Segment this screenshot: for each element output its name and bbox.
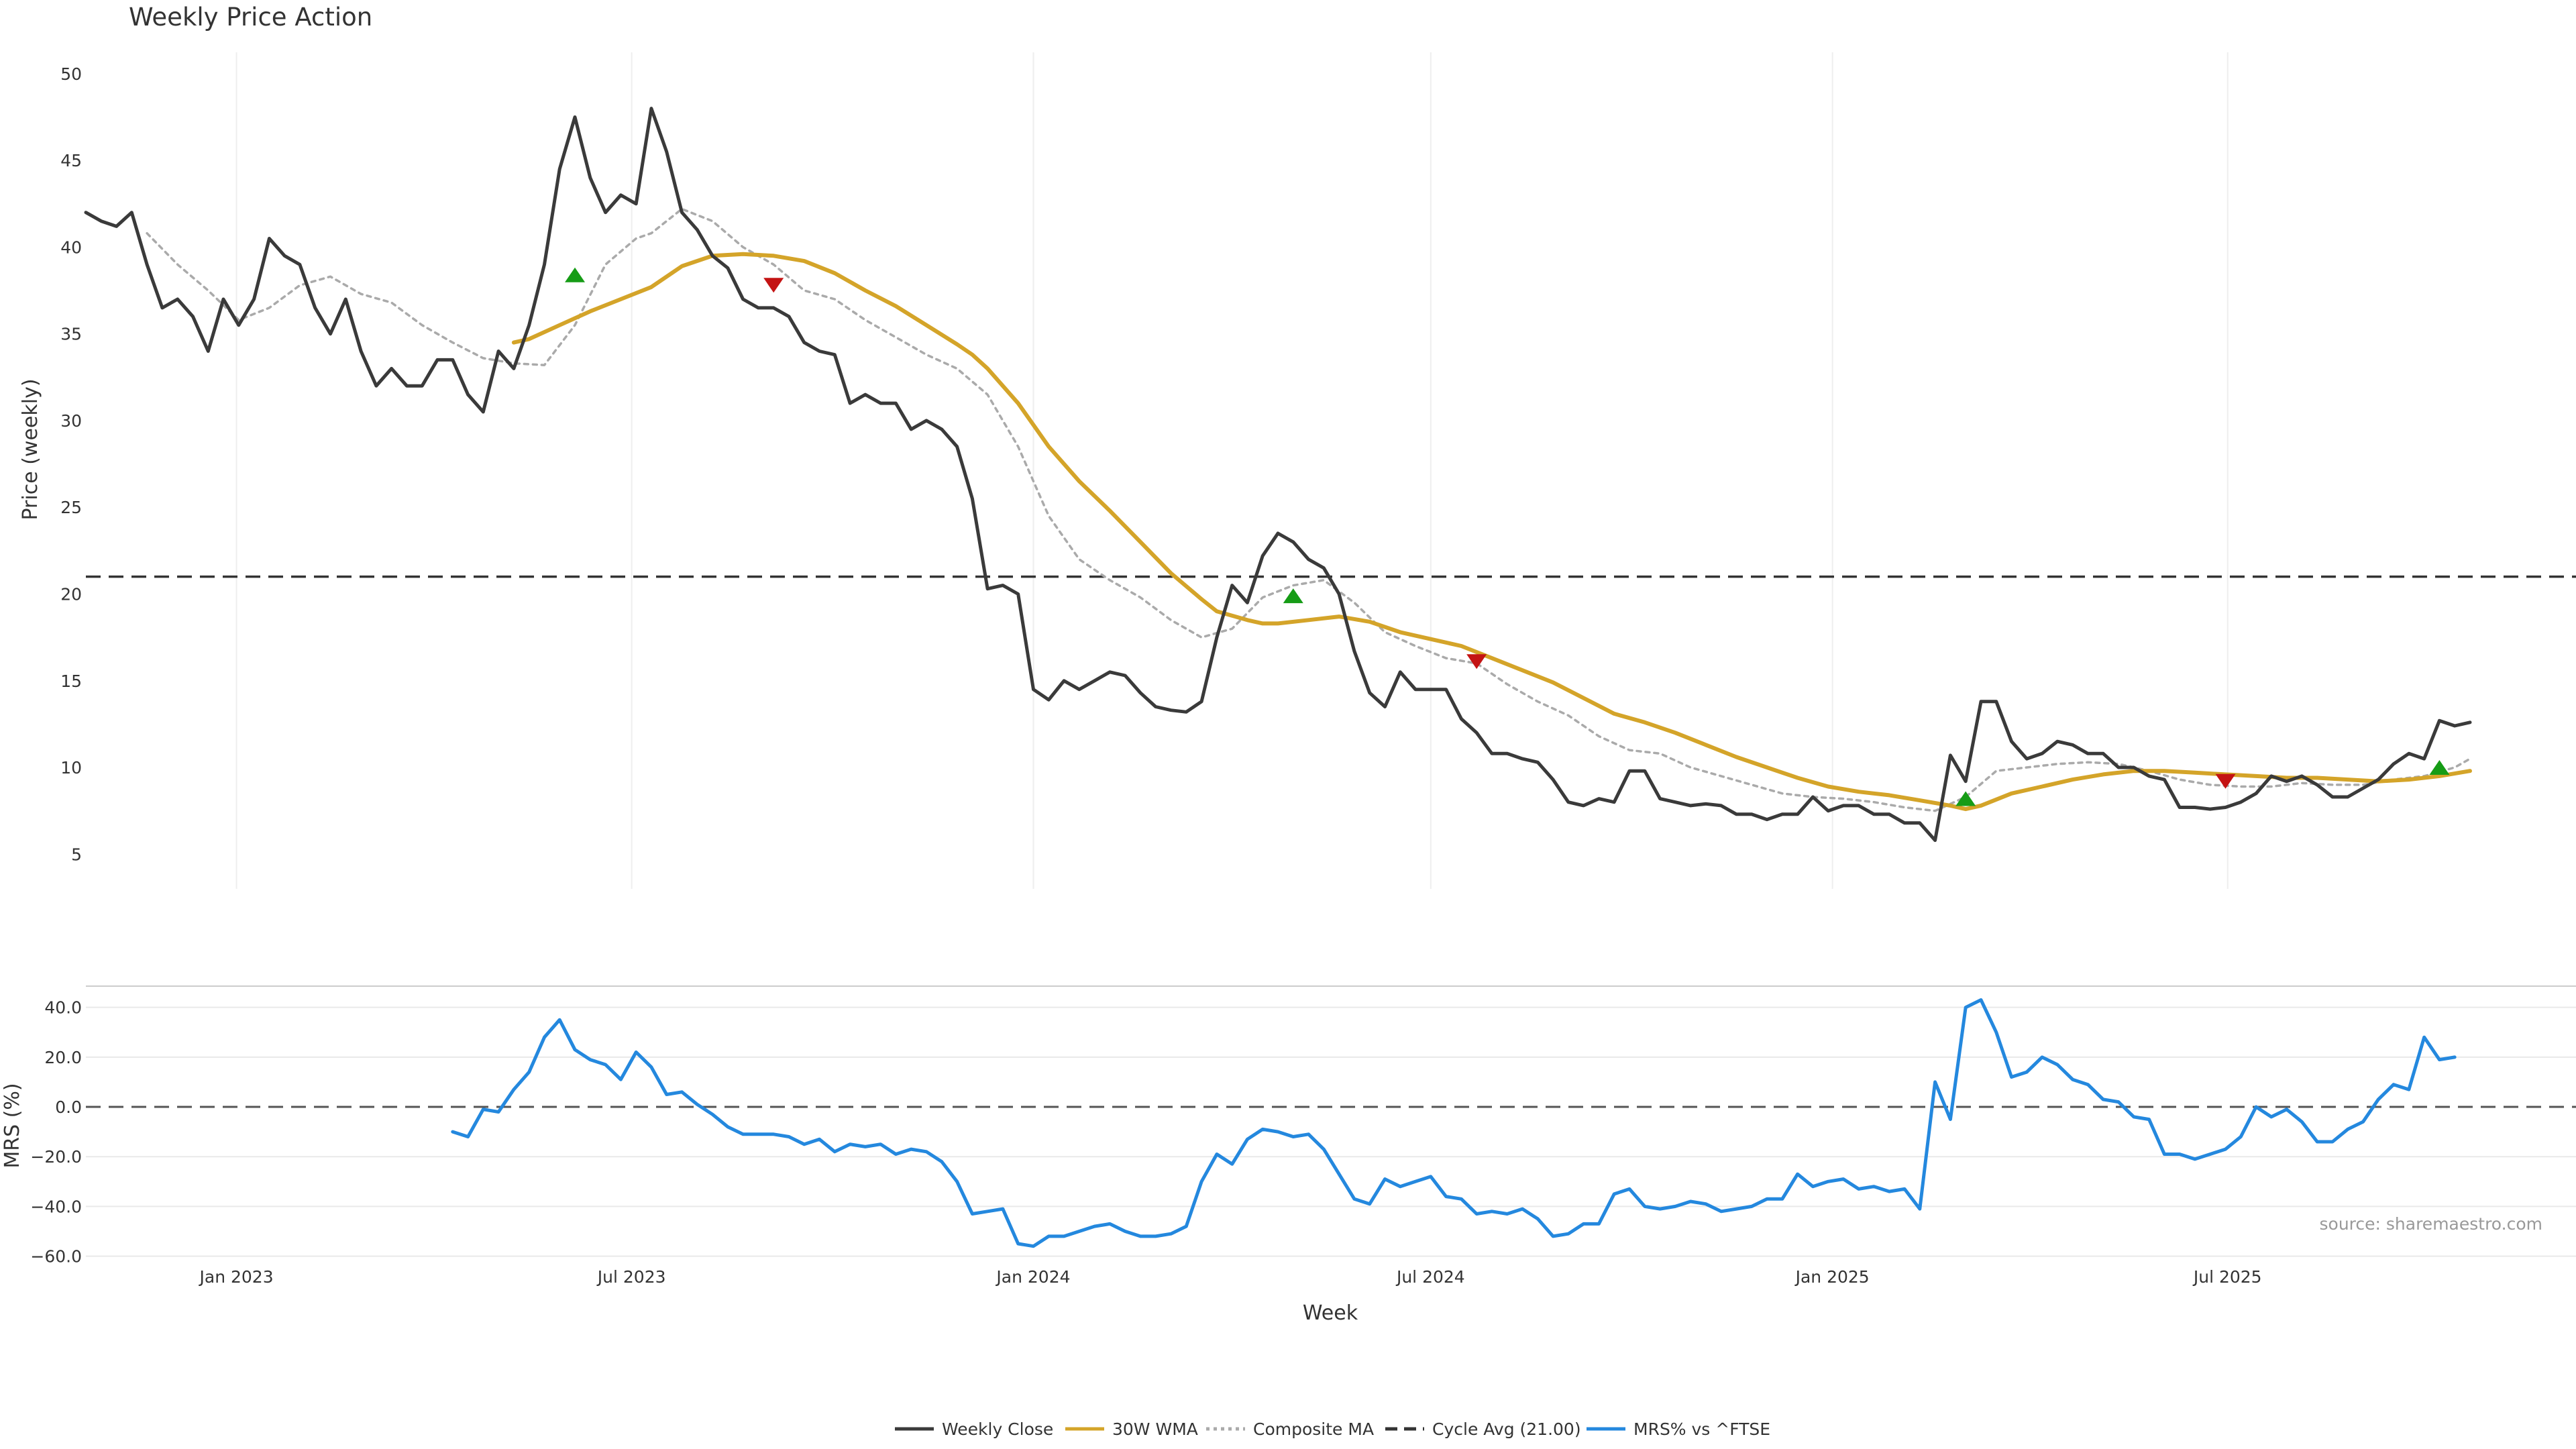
chart-title: Weekly Price Action bbox=[129, 3, 373, 32]
wma-30w-line bbox=[511, 252, 2472, 812]
sell-signal-marker bbox=[763, 278, 784, 293]
legend-label: Weekly Close bbox=[942, 1419, 1053, 1439]
price-y-tick-label: 20 bbox=[60, 584, 82, 604]
x-tick-label: Jan 2023 bbox=[199, 1267, 274, 1287]
source-note: source: sharemaestro.com bbox=[2320, 1214, 2543, 1234]
x-tick-label: Jul 2023 bbox=[596, 1267, 666, 1287]
mrs-gridlines bbox=[86, 985, 2576, 1257]
price-y-tick-label: 35 bbox=[60, 325, 82, 344]
price-y-axis: 5 10 15 20 25 30 35 40 45 50 bbox=[60, 64, 82, 864]
mrs-y-axis-title: MRS (%) bbox=[1, 1083, 24, 1168]
price-plot bbox=[84, 107, 2576, 843]
legend: Weekly Close 30W WMA Composite MA Cycle Avg… bbox=[895, 1419, 1770, 1439]
mrs-y-tick-label: 20.0 bbox=[44, 1048, 82, 1067]
price-y-tick-label: 30 bbox=[60, 411, 82, 431]
x-axis: Jan 2023 Jul 2023 Jan 2024 Jul 2024 Jan 2025… bbox=[199, 1267, 2262, 1287]
legend-label: Composite MA bbox=[1253, 1419, 1374, 1439]
x-tick-label: Jul 2024 bbox=[1395, 1267, 1465, 1287]
price-gridlines bbox=[235, 52, 2229, 889]
price-y-tick-label: 10 bbox=[60, 758, 82, 777]
x-tick-label: Jan 2024 bbox=[995, 1267, 1070, 1287]
price-y-tick-label: 45 bbox=[60, 151, 82, 170]
price-y-tick-label: 5 bbox=[71, 845, 82, 864]
x-axis-title: Week bbox=[1303, 1301, 1358, 1325]
x-tick-label: Jul 2025 bbox=[2192, 1267, 2262, 1287]
legend-label: Cycle Avg (21.00) bbox=[1432, 1419, 1581, 1439]
buy-signal-marker bbox=[1955, 791, 1976, 806]
price-y-tick-label: 15 bbox=[60, 672, 82, 691]
buy-signal-marker bbox=[2429, 760, 2450, 775]
composite-ma-line bbox=[146, 207, 2471, 812]
mrs-plot bbox=[451, 998, 2457, 1248]
price-y-axis-title: Price (weekly) bbox=[19, 378, 42, 520]
buy-signal-marker bbox=[565, 267, 586, 282]
weekly-close-line bbox=[84, 107, 2472, 843]
mrs-line bbox=[451, 998, 2457, 1248]
sell-signal-marker bbox=[1466, 654, 1487, 669]
legend-label: MRS% vs ^FTSE bbox=[1633, 1419, 1770, 1439]
mrs-y-tick-label: −60.0 bbox=[30, 1247, 82, 1267]
buy-signal-marker bbox=[1283, 588, 1303, 604]
x-tick-label: Jan 2025 bbox=[1794, 1267, 1870, 1287]
mrs-y-tick-label: 0.0 bbox=[55, 1097, 82, 1117]
mrs-y-tick-label: −20.0 bbox=[30, 1147, 82, 1167]
price-y-tick-label: 40 bbox=[60, 237, 82, 257]
signal-markers bbox=[565, 267, 2450, 806]
mrs-y-tick-label: −40.0 bbox=[30, 1197, 82, 1216]
mrs-y-axis: 40.0 20.0 0.0 −20.0 −40.0 −60.0 bbox=[30, 998, 82, 1267]
sell-signal-marker bbox=[2215, 773, 2236, 789]
mrs-y-tick-label: 40.0 bbox=[44, 998, 82, 1018]
legend-label: 30W WMA bbox=[1112, 1419, 1198, 1439]
price-y-tick-label: 25 bbox=[60, 498, 82, 517]
price-y-tick-label: 50 bbox=[60, 64, 82, 84]
